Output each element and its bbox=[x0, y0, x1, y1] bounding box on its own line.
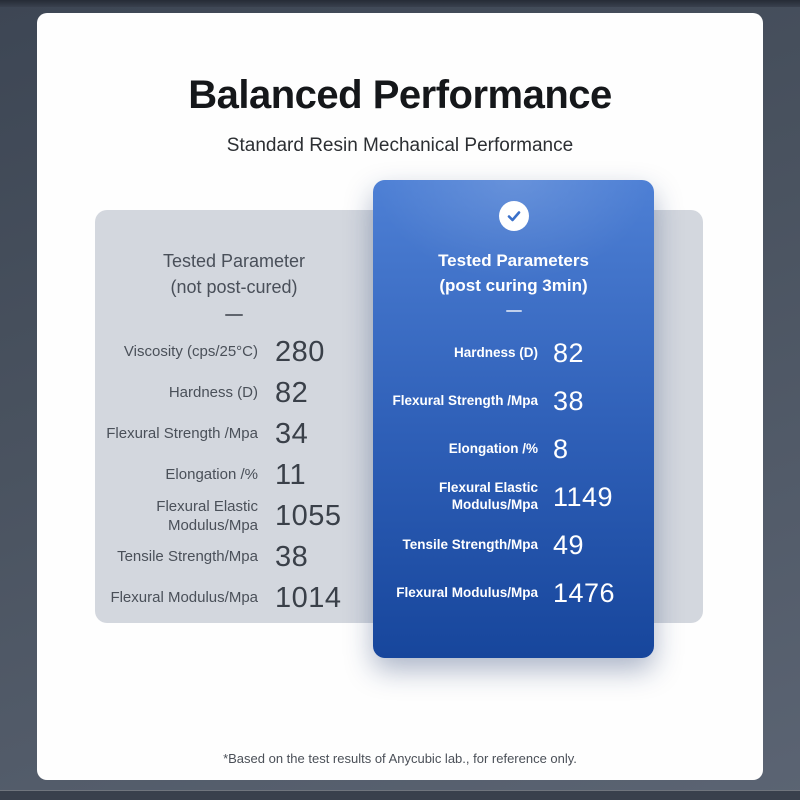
divider-dash bbox=[505, 310, 522, 313]
parameter-row: Flexural Elastic Modulus/Mpa 1055 bbox=[95, 496, 373, 537]
parameter-value: 82 bbox=[275, 377, 309, 409]
panel-header-line1: Tested Parameter bbox=[162, 251, 306, 271]
parameter-label: Flexural Elastic Modulus/Mpa bbox=[156, 497, 258, 534]
parameter-row: Tensile Strength/Mpa 38 bbox=[95, 537, 373, 578]
parameter-value: 49 bbox=[553, 529, 585, 560]
parameter-value: 1014 bbox=[275, 582, 342, 614]
parameter-row: Viscosity (cps/25°C) 280 bbox=[95, 332, 373, 373]
parameter-value: 1055 bbox=[275, 500, 342, 532]
parameter-row: Hardness (D) 82 bbox=[95, 373, 373, 414]
parameter-label: Elongation /% bbox=[448, 440, 538, 456]
panel-header: Tested Parameters (post curing 3min) bbox=[373, 249, 654, 298]
top-edge-bar bbox=[0, 0, 800, 7]
parameter-row: Hardness (D) 82 bbox=[373, 329, 654, 377]
parameter-label: Flexural Modulus/Mpa bbox=[396, 584, 538, 600]
parameter-value: 280 bbox=[275, 336, 325, 368]
content-card: Balanced Performance Standard Resin Mech… bbox=[37, 13, 763, 780]
parameter-label: Viscosity (cps/25°C) bbox=[123, 343, 258, 361]
parameter-value: 82 bbox=[553, 337, 585, 368]
parameter-value: 38 bbox=[275, 541, 309, 573]
page-subtitle: Standard Resin Mechanical Performance bbox=[226, 135, 574, 156]
parameter-label: Hardness (D) bbox=[168, 384, 258, 402]
parameter-row: Flexural Modulus/Mpa 1014 bbox=[95, 578, 373, 619]
parameter-label: Flexural Strength /Mpa bbox=[106, 425, 258, 443]
parameter-label: Flexural Strength /Mpa bbox=[392, 392, 538, 408]
parameter-value: 1476 bbox=[553, 577, 616, 608]
parameter-label: Flexural Modulus/Mpa bbox=[110, 589, 258, 607]
panel-header-line1: Tested Parameters bbox=[438, 251, 589, 270]
panel-header: Tested Parameter (not post-cured) bbox=[95, 210, 373, 300]
parameter-rows: Hardness (D) 82 Flexural Strength /Mpa 3… bbox=[373, 329, 654, 617]
parameter-label: Tensile Strength/Mpa bbox=[117, 548, 258, 566]
parameter-row: Flexural Elastic Modulus/Mpa 1149 bbox=[373, 473, 654, 521]
divider-dash bbox=[225, 314, 243, 317]
parameter-value: 38 bbox=[553, 385, 585, 416]
panel-header-line2: (not post-cured) bbox=[170, 277, 298, 298]
parameter-label: Flexural Elastic Modulus/Mpa bbox=[438, 480, 538, 513]
parameter-label: Tensile Strength/Mpa bbox=[402, 536, 538, 552]
parameter-row: Elongation /% 8 bbox=[373, 425, 654, 473]
parameter-row: Flexural Modulus/Mpa 1476 bbox=[373, 569, 654, 617]
parameter-row: Tensile Strength/Mpa 49 bbox=[373, 521, 654, 569]
panel-header-line2: (post curing 3min) bbox=[439, 275, 588, 295]
footnote: *Based on the test results of Anycubic l… bbox=[223, 751, 577, 766]
bottom-edge-bar bbox=[0, 790, 800, 800]
parameter-label: Elongation /% bbox=[165, 466, 258, 484]
parameter-value: 8 bbox=[553, 433, 569, 464]
parameter-value: 34 bbox=[275, 418, 309, 450]
panel-not-post-cured-content: Tested Parameter (not post-cured) Viscos… bbox=[95, 210, 373, 623]
parameter-row: Flexural Strength /Mpa 34 bbox=[95, 414, 373, 455]
parameter-label: Hardness (D) bbox=[453, 344, 538, 360]
parameter-value: 1149 bbox=[553, 481, 614, 512]
parameter-rows: Viscosity (cps/25°C) 280 Hardness (D) 82… bbox=[95, 332, 373, 619]
check-icon bbox=[498, 201, 529, 231]
panel-post-cured: Tested Parameters (post curing 3min) Har… bbox=[373, 180, 654, 658]
parameter-row: Elongation /% 11 bbox=[95, 455, 373, 496]
page-title: Balanced Performance bbox=[188, 73, 612, 117]
parameter-value: 11 bbox=[275, 459, 307, 491]
parameter-row: Flexural Strength /Mpa 38 bbox=[373, 377, 654, 425]
